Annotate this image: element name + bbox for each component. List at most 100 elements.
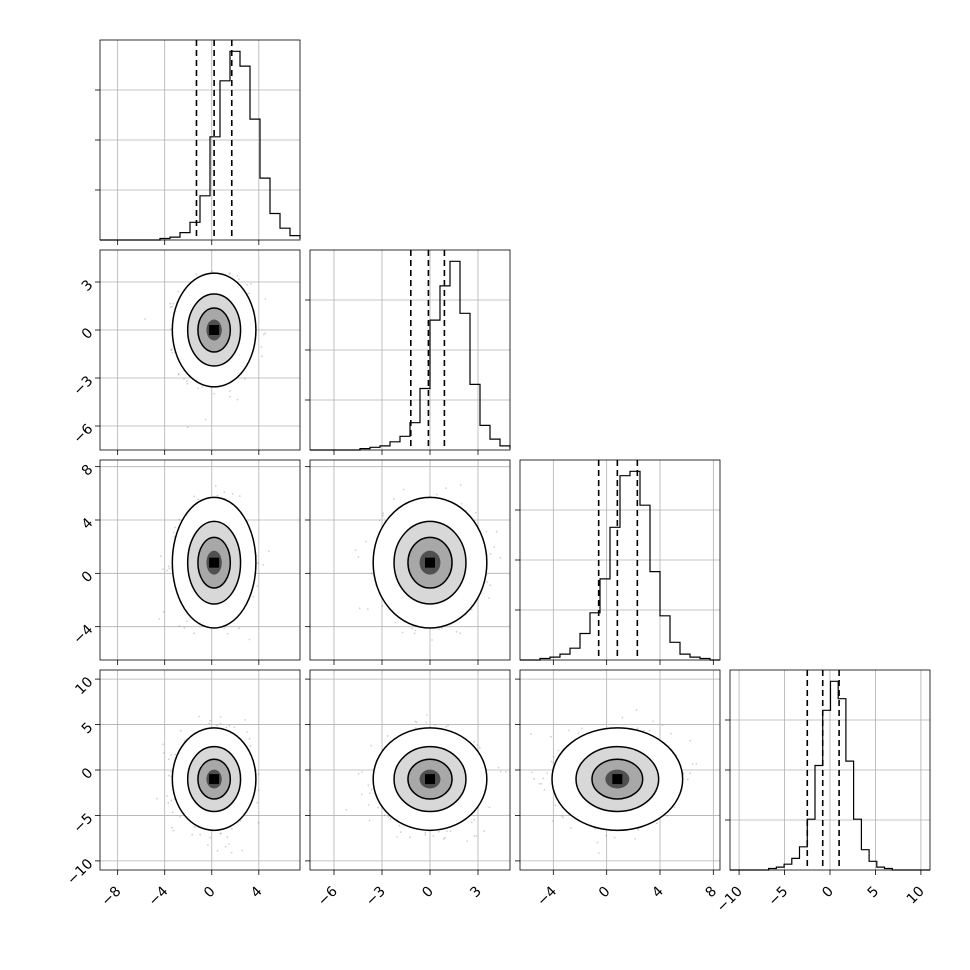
density-peak [612, 774, 623, 785]
scatter-point [546, 772, 548, 774]
scatter-point [580, 727, 583, 730]
scatter-point [170, 770, 173, 773]
scatter-point [172, 829, 175, 832]
y-tick-label: 8 [79, 462, 97, 480]
scatter-point [370, 572, 373, 575]
scatter-point [473, 741, 476, 743]
contour-line [407, 536, 453, 589]
scatter-point [246, 731, 248, 733]
scatter-point [550, 760, 553, 763]
scatter-point [216, 724, 218, 727]
scatter-point [475, 511, 477, 514]
scatter-point [197, 498, 200, 501]
scatter-point [358, 607, 361, 610]
contour-line [171, 272, 257, 388]
scatter-point [171, 351, 174, 354]
scatter-point [238, 627, 240, 630]
scatter-point [216, 849, 219, 852]
scatter-point [228, 273, 231, 275]
scatter-point [166, 795, 168, 797]
scatter-point [236, 398, 239, 401]
scatter-point [256, 585, 259, 587]
scatter-point [264, 332, 267, 335]
scatter-point [648, 729, 651, 732]
scatter-point [470, 608, 473, 611]
scatter-point [399, 831, 402, 834]
scatter-point [219, 722, 222, 725]
x-tick-label: −6 [315, 883, 341, 909]
scatter-point [655, 822, 658, 825]
scatter-point [637, 829, 640, 831]
scatter-point [162, 610, 165, 613]
scatter-point [470, 821, 473, 824]
contour-line [186, 745, 242, 813]
scatter-point [241, 849, 244, 852]
scatter-point [377, 806, 379, 809]
scatter-point [401, 631, 404, 634]
y-tick-label: −4 [70, 622, 96, 648]
scatter-point [424, 831, 427, 834]
scatter-point [432, 835, 435, 837]
scatter-point [159, 555, 162, 558]
scatter-point [213, 392, 216, 395]
scatter-point [466, 840, 468, 842]
scatter-point [562, 816, 564, 819]
scatter-point [540, 782, 543, 785]
scatter-point [162, 568, 164, 571]
scatter-point [387, 816, 390, 818]
scatter-point [214, 485, 217, 487]
scatter-point [382, 514, 384, 517]
scatter-point [415, 721, 418, 724]
scatter-point [689, 739, 692, 742]
x-tick-label: 8 [703, 884, 721, 902]
scatter-point [144, 318, 147, 320]
scatter-point [225, 726, 228, 729]
scatter-point [383, 814, 386, 817]
y-tick-label: −6 [70, 421, 96, 447]
hist-frame [309, 249, 511, 451]
scatter-point [219, 832, 222, 835]
scatter-point [167, 774, 170, 777]
scatter-point [569, 827, 572, 829]
scatter-point [366, 608, 369, 610]
scatter-point [445, 487, 447, 490]
scatter-point [483, 830, 486, 833]
scatter-point [195, 273, 198, 276]
hist-step-line [100, 50, 301, 241]
scatter-point [542, 777, 545, 780]
scatter-point [567, 729, 570, 732]
scatter-point [186, 620, 188, 623]
scatter-point [230, 851, 233, 854]
panel-frame [99, 249, 301, 451]
scatter-point [186, 380, 189, 382]
panel-frame [309, 459, 511, 661]
y-tick-label: −10 [64, 856, 96, 888]
scatter-point [499, 557, 502, 559]
scatter-point [207, 844, 209, 846]
scatter-point [257, 773, 260, 775]
x-tick-label: 0 [419, 884, 437, 902]
scatter-point [445, 725, 448, 728]
scatter-point [504, 770, 507, 773]
density-peak [209, 325, 220, 335]
x-tick-label: 0 [201, 884, 219, 902]
contour-line [197, 758, 232, 800]
contour-line [171, 727, 257, 832]
scatter-point [543, 789, 546, 791]
hist-step-line [730, 680, 930, 871]
scatter-point [486, 581, 488, 583]
scatter-point [162, 752, 165, 754]
scatter-point [499, 770, 502, 773]
scatter-point [208, 722, 210, 725]
contour-line [372, 496, 488, 629]
scatter-point [670, 732, 672, 735]
scatter-point [167, 565, 170, 568]
scatter-point [174, 526, 177, 529]
contour-line [186, 520, 242, 605]
scatter-point [414, 629, 417, 632]
scatter-point [413, 632, 416, 635]
scatter-point [367, 804, 370, 806]
y-tick-label: −5 [70, 811, 96, 837]
scatter-point [170, 348, 173, 351]
scatter-point [666, 815, 669, 817]
